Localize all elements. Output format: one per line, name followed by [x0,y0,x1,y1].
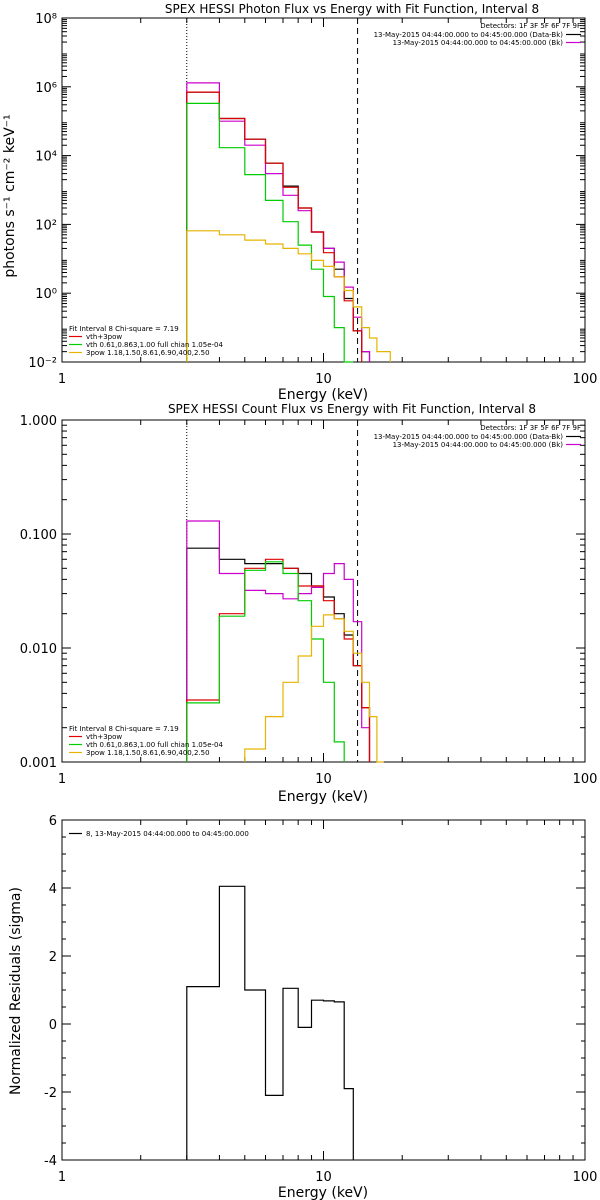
y-tick-label: 0 [49,1018,57,1033]
plot-area: 1 10 100 10⁻² 10⁰ 10² 10⁴ 10⁶ 10⁸ Detectors: 1F 3… [28,12,597,387]
plot-frame [61,819,586,1161]
legend-entry-label: vth+3pow [86,333,122,341]
x-axis-label: Energy (keV) [278,1185,368,1200]
x-axis-label: Energy (keV) [278,789,368,805]
legend-entry-label: 13-May-2015 04:44:00.000 to 04:45:00.000… [374,31,564,39]
legend-entry-label: 13-May-2015 04:44:00.000 to 04:45:00.000… [393,39,564,47]
data-series-line [186,520,371,762]
y-tick-label: -4 [44,1154,57,1169]
x-axis-label: Energy (keV) [278,387,368,403]
data-series-line [186,230,391,362]
y-tick-label: 2 [49,950,57,965]
y-tick-label: 10⁸ [35,12,57,27]
data-series-line [186,82,371,362]
legend-header: Fit Interval 8 Chi-square = 7.19 [69,325,179,333]
y-tick-label: 10² [35,218,57,233]
y-tick-label: 0.100 [20,528,57,543]
chart-title: SPEX HESSI Count Flux vs Energy with Fit… [168,402,536,416]
count-flux-panel: SPEX HESSI Count Flux vs Energy with Fit… [20,402,598,805]
detectors-label: Detectors: 1F 3F 5F 6F 7F 9F [480,22,581,30]
plot-area: 1 10 100 -4 -2 0 2 4 6 8, 13-May-2015 04:44:00.00… [44,814,597,1185]
y-axis-label: photons s⁻¹ cm⁻² keV⁻¹ [2,114,18,277]
chart-title: SPEX HESSI Photon Flux vs Energy with Fi… [165,2,539,16]
legend-entry-label: vth 0.61,0.863,1.00 full chian 1.05e-04 [86,741,224,749]
plot-area: 1 10 100 0.001 0.010 0.100 1.000 Detectors: 1F … [20,414,598,787]
y-tick-label: 10⁻² [28,356,57,371]
plot-frame [61,17,586,363]
x-tick-label: 100 [573,772,598,787]
data-series-line [244,614,384,763]
y-tick-label: 1.000 [20,414,57,429]
y-tick-label: -2 [44,1086,57,1101]
legend-entry-label: vth+3pow [86,733,122,741]
data-series-line [186,558,371,762]
x-tick-label: 10 [315,1170,332,1185]
data-series-line [186,547,371,762]
detectors-label: Detectors: 1F 3F 5F 6F 7F 9F [480,424,581,432]
x-tick-label: 1 [58,772,66,787]
x-tick-label: 1 [58,1170,66,1185]
x-tick-label: 100 [573,1170,598,1185]
legend-entry-label: 3pow 1.18,1.50,8.61,6.90,400,2.50 [86,349,210,357]
x-tick-label: 100 [573,372,598,387]
y-tick-label: 4 [49,882,57,897]
legend-header: 8, 13-May-2015 04:44:00.000 to 04:45:00.… [86,830,249,838]
y-tick-label: 10⁴ [35,150,57,165]
data-series-line [186,885,354,1160]
y-tick-label: 10⁶ [35,81,57,96]
y-tick-label: 10⁰ [35,287,57,302]
y-tick-label: 6 [49,814,57,829]
legend-entry-label: 13-May-2015 04:44:00.000 to 04:45:00.000… [374,433,564,441]
data-series-line [186,91,371,362]
data-series-line [186,102,354,363]
legend-entry-label: vth 0.61,0.863,1.00 full chian 1.05e-04 [86,341,224,349]
data-series-line [186,91,363,362]
data-series-line [186,561,345,762]
residuals-panel: Energy (keV) Normalized Residuals (sigma… [8,814,597,1200]
y-tick-label: 0.010 [20,642,57,657]
x-tick-label: 10 [315,772,332,787]
y-tick-label: 0.001 [20,756,57,771]
x-tick-label: 10 [315,372,332,387]
x-tick-label: 1 [58,372,66,387]
y-axis-label: Normalized Residuals (sigma) [8,887,24,1095]
photon-flux-panel: SPEX HESSI Photon Flux vs Energy with Fi… [2,2,597,403]
legend-header: Fit Interval 8 Chi-square = 7.19 [69,725,179,733]
legend-entry-label: 3pow 1.18,1.50,8.61,6.90,400,2.50 [86,749,210,757]
legend-entry-label: 13-May-2015 04:44:00.000 to 04:45:00.000… [393,441,564,449]
